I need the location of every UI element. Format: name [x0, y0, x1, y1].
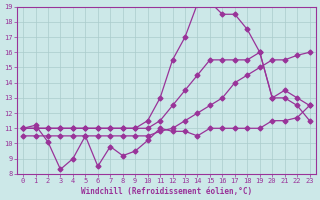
X-axis label: Windchill (Refroidissement éolien,°C): Windchill (Refroidissement éolien,°C) [81, 187, 252, 196]
